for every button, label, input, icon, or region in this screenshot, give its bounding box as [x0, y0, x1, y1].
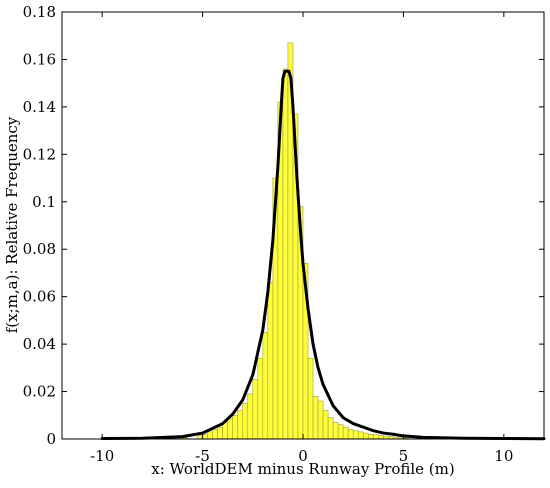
histogram-bar [212, 429, 218, 440]
histogram-bar [242, 403, 249, 440]
histogram-bar [347, 429, 354, 440]
y-tick-label: 0.08 [23, 240, 56, 258]
histogram-bar [362, 432, 369, 440]
x-tick-label: 10 [494, 447, 513, 465]
y-tick-label: 0.02 [23, 383, 56, 401]
fit-curve-group [100, 69, 546, 441]
x-tick-label: 0 [298, 447, 308, 465]
histogram-bar [367, 433, 374, 440]
y-tick-label: 0.06 [23, 288, 56, 306]
fit-curve [100, 69, 546, 441]
y-tick-label: 0.04 [23, 335, 56, 353]
histogram-bar [227, 418, 234, 440]
histogram-bar [327, 417, 334, 440]
histogram-bar [267, 282, 274, 440]
x-tick-label: -10 [90, 447, 114, 465]
y-tick-label: 0.12 [23, 145, 56, 163]
histogram-bar [222, 422, 228, 440]
histogram-bar [342, 426, 349, 440]
histogram-bar [252, 379, 259, 440]
histogram-bar [207, 431, 213, 440]
histogram-bar [322, 410, 329, 440]
x-tick-label: -5 [195, 447, 210, 465]
x-axis-ticks: -10 -5 0 5 10 [90, 12, 513, 465]
histogram-bar [202, 433, 208, 440]
x-tick-label: 5 [399, 447, 409, 465]
histogram-bar [337, 424, 344, 440]
histogram-bar [317, 400, 324, 440]
y-tick-label: 0.16 [23, 50, 56, 68]
y-axis-label: f(x;m,a): Relative Frequency [3, 116, 21, 333]
histogram-bar [257, 358, 264, 440]
histogram-bar [232, 414, 239, 440]
y-axis-ticks: 0 0.02 0.04 0.06 0.08 0.1 0.12 0.14 0.16 0.18 [23, 3, 544, 448]
histogram-bar [357, 431, 364, 440]
histogram-bar [247, 393, 254, 440]
histogram-bar [217, 426, 223, 440]
histogram-bar [262, 331, 269, 440]
x-axis-label: x: WorldDEM minus Runway Profile (m) [151, 460, 455, 478]
histogram-bar [307, 358, 314, 440]
histogram-bar [332, 422, 339, 440]
y-tick-label: 0.18 [23, 3, 56, 21]
histogram-bar [378, 435, 384, 440]
y-tick-label: 0.1 [32, 193, 56, 211]
histogram-bar [197, 435, 203, 440]
histogram-bar [282, 68, 289, 440]
y-tick-label: 0.14 [23, 98, 56, 116]
histogram-bar [352, 430, 359, 440]
histogram-bar [237, 410, 244, 440]
y-tick-label: 0 [46, 430, 56, 448]
histogram-bar [312, 395, 319, 440]
histogram-bar [372, 434, 379, 440]
